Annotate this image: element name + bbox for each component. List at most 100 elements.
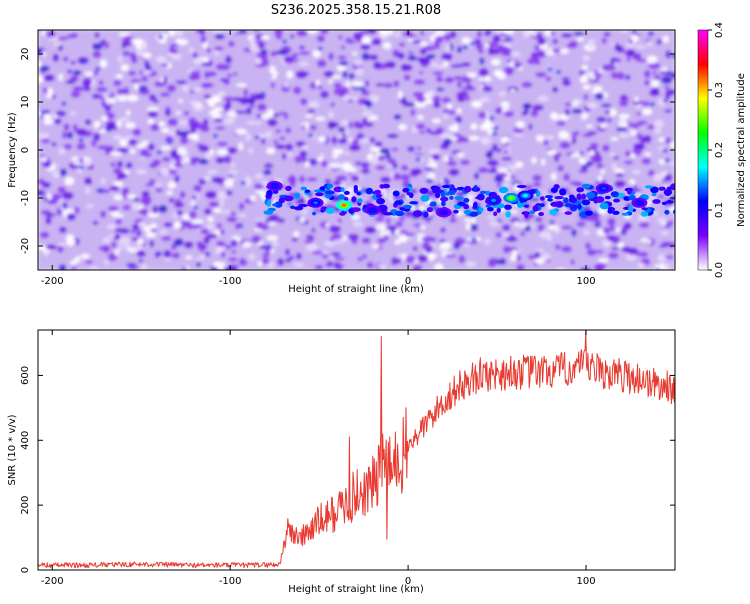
signal-blob	[554, 196, 564, 200]
heatmap-noise-blob	[445, 44, 451, 53]
heatmap-noise-blob	[283, 82, 290, 88]
snr-y-ticks: 0 200 400 600	[20, 366, 675, 573]
heatmap-noise-blob	[306, 177, 318, 182]
heatmap-noise-blob	[292, 52, 299, 58]
heatmap-noise-blob	[499, 172, 505, 176]
heatmap-noise-blob	[275, 129, 281, 134]
heatmap-noise-blob	[664, 85, 670, 89]
signal-blob	[663, 189, 673, 196]
heatmap-noise-blob	[656, 217, 667, 224]
heatmap-noise-blob	[209, 266, 218, 270]
heatmap-noise-blob	[515, 161, 524, 168]
heatmap-noise-blob	[371, 40, 382, 46]
heatmap-noise-blob	[107, 205, 119, 212]
heatmap-noise-blob	[309, 124, 317, 131]
heatmap-noise-blob	[234, 223, 240, 230]
signal-blob	[435, 192, 441, 199]
heatmap-noise-blob	[438, 239, 446, 243]
heatmap-noise-blob	[487, 159, 499, 167]
heatmap-noise-blob	[104, 105, 112, 112]
heatmap-noise-blob	[267, 118, 278, 127]
heatmap-noise-blob	[448, 168, 460, 177]
heatmap-noise-blob	[108, 234, 116, 239]
heatmap-noise-blob	[454, 117, 462, 122]
heatmap-noise-blob	[539, 230, 551, 239]
heatmap-noise-blob	[43, 118, 54, 125]
heatmap-noise-blob	[104, 259, 109, 266]
heatmap-noise-blob	[249, 195, 256, 202]
heatmap-noise-blob	[78, 138, 84, 143]
heatmap-noise-blob	[191, 219, 204, 225]
heatmap-noise-blob	[483, 238, 491, 245]
signal-blob	[464, 185, 472, 193]
heatmap-noise-blob	[300, 98, 308, 106]
heatmap-noise-blob	[75, 128, 87, 137]
heatmap-noise-blob	[171, 127, 176, 136]
signal-blob	[651, 192, 657, 197]
signal-blob	[485, 204, 491, 208]
heatmap-noise-blob	[561, 225, 573, 230]
heatmap-noise-blob	[84, 260, 93, 264]
heatmap-noise-blob	[150, 123, 160, 132]
heatmap-noise-blob	[64, 176, 75, 186]
heatmap-noise-blob	[206, 223, 215, 231]
signal-blob	[266, 200, 272, 207]
signal-blob	[419, 187, 429, 194]
heatmap-noise-blob	[125, 262, 137, 267]
signal-blob	[505, 211, 512, 218]
heatmap-noise-blob	[458, 254, 466, 264]
heatmap-noise-blob	[158, 204, 168, 214]
heatmap-noise-blob	[100, 177, 106, 185]
signal-blob	[473, 185, 478, 191]
heatmap-noise-blob	[223, 118, 235, 125]
heatmap-noise-blob	[465, 95, 471, 101]
heatmap-noise-blob	[65, 238, 76, 246]
heatmap-noise-blob	[255, 221, 265, 230]
heatmap-noise-blob	[593, 151, 600, 157]
heatmap-noise-blob	[662, 148, 668, 153]
heatmap-noise-blob	[644, 152, 652, 157]
heatmap-noise-blob	[416, 146, 422, 151]
heatmap-noise-blob	[294, 155, 302, 164]
heatmap-noise-blob	[479, 57, 485, 65]
signal-blob	[604, 195, 611, 200]
heatmap-noise-blob	[394, 228, 400, 235]
heatmap-noise-blob	[615, 172, 625, 178]
signal-blob	[610, 207, 616, 212]
signal-blob	[266, 189, 273, 197]
heatmap-noise-blob	[643, 135, 652, 144]
heatmap-noise-blob	[530, 30, 538, 37]
heatmap-noise-blob	[442, 177, 448, 182]
snr-y-axis-label: SNR (10 * v/v)	[7, 414, 18, 485]
heatmap-noise-blob	[628, 39, 633, 44]
heatmap-noise-blob	[112, 213, 124, 218]
heatmap-noise-blob	[203, 208, 212, 215]
hot-spot-core	[523, 194, 528, 198]
heatmap-noise-blob	[570, 102, 579, 107]
signal-blob	[529, 210, 535, 215]
heatmap-noise-blob	[91, 43, 104, 50]
y-tick-label: 400	[20, 431, 31, 450]
heatmap-noise-blob	[223, 96, 234, 102]
heatmap-noise-blob	[426, 178, 434, 184]
heatmap-noise-blob	[140, 41, 148, 50]
signal-blob	[479, 190, 487, 194]
heatmap-noise-blob	[621, 180, 626, 187]
heatmap-noise-blob	[468, 201, 474, 208]
heatmap-noise-blob	[110, 151, 123, 156]
signal-blob	[298, 203, 308, 208]
heatmap-noise-blob	[78, 158, 84, 164]
heatmap-noise-blob	[415, 157, 421, 162]
heatmap-noise-blob	[636, 192, 641, 197]
heatmap-noise-blob	[118, 237, 131, 246]
heatmap-noise-blob	[384, 61, 396, 69]
heatmap-noise-blob	[413, 79, 426, 85]
heatmap-noise-blob	[161, 236, 172, 242]
heatmap-noise-blob	[555, 244, 561, 251]
heatmap-noise-blob	[233, 72, 238, 77]
heatmap-noise-blob	[432, 71, 444, 76]
heatmap-noise-blob	[220, 210, 231, 214]
heatmap-noise-blob	[85, 119, 91, 125]
heatmap-noise-blob	[422, 241, 430, 250]
